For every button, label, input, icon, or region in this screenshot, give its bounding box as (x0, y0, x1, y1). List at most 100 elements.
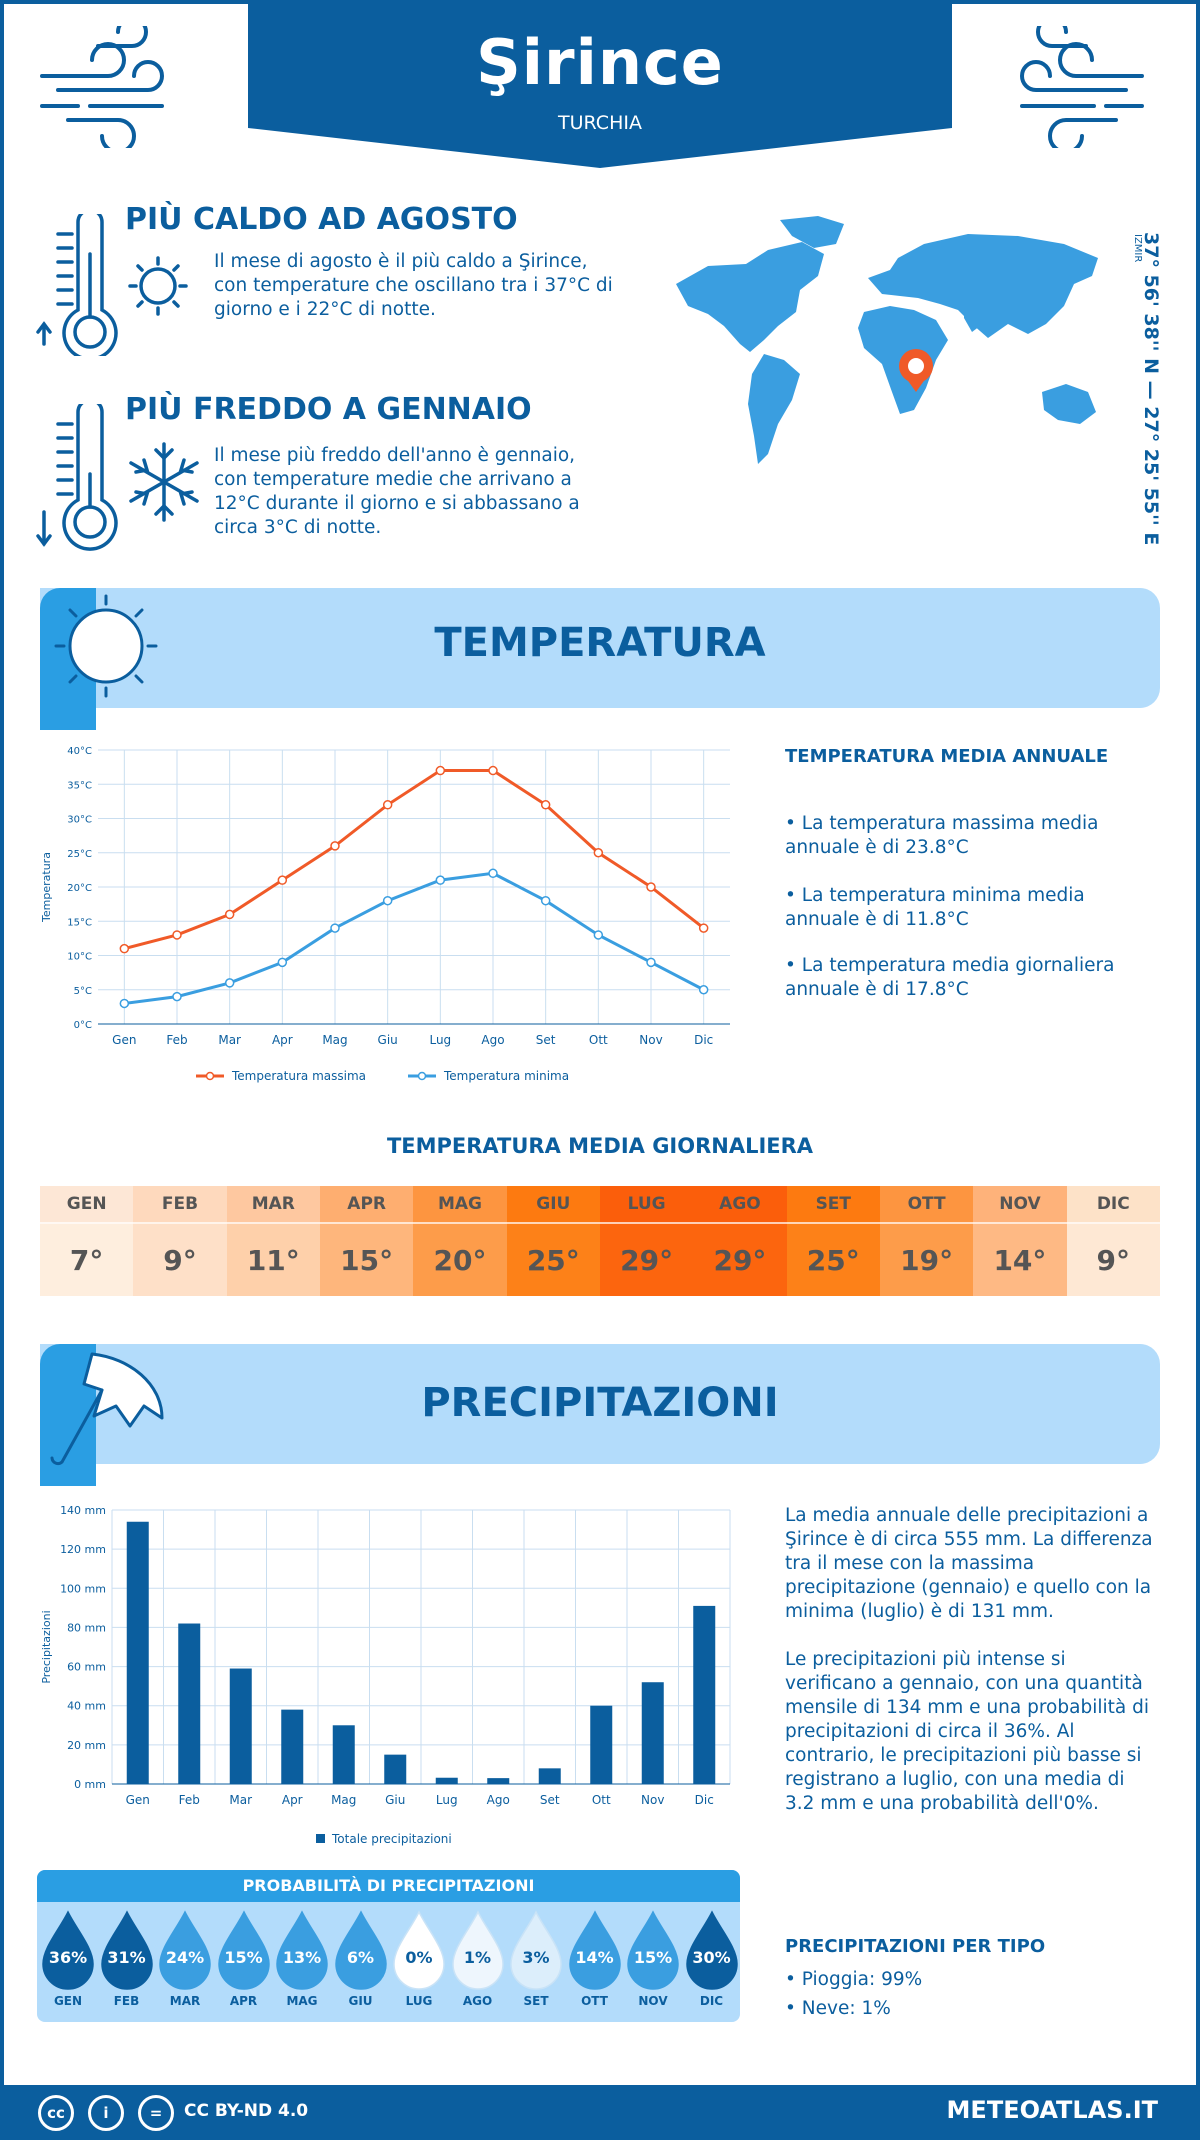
daily-temp-value: 14° (973, 1224, 1067, 1296)
x-tick-label: Giu (378, 1033, 398, 1047)
region-label: IZMIR (1132, 234, 1143, 263)
probability-month: MAR (169, 1994, 201, 2008)
daily-temp-value: 9° (1066, 1224, 1160, 1296)
x-tick-label: Apr (282, 1793, 303, 1807)
noderivs-icon: = (138, 2095, 174, 2131)
y-tick-label: 10°C (67, 952, 92, 963)
y-axis-label: Precipitazioni (40, 1610, 53, 1683)
probability-drop: 30% DIC (685, 1910, 739, 2010)
data-point (698, 985, 709, 995)
raindrop-icon (276, 1910, 328, 1990)
x-tick-label: Feb (179, 1793, 200, 1807)
data-point (382, 895, 393, 906)
world-map (676, 216, 1098, 464)
x-tick-label: Mag (322, 1033, 347, 1047)
x-tick-label: Feb (166, 1033, 187, 1047)
y-tick-label: 100 mm (60, 1582, 106, 1595)
daily-month-label: NOV (973, 1186, 1067, 1224)
data-point (277, 875, 288, 885)
probability-drop: 13% MAG (275, 1910, 329, 2010)
header-banner (248, 0, 952, 168)
precip-type-rain: • Pioggia: 99% (785, 1969, 923, 1990)
daily-month-label: AGO (693, 1186, 787, 1224)
x-tick-label: Giu (385, 1793, 405, 1807)
data-point (488, 765, 498, 776)
daily-month-label: GIU (506, 1186, 600, 1224)
raindrop-icon (100, 1910, 153, 1990)
legend-label: Temperatura massima (231, 1069, 366, 1083)
precipitation-chart: 0 mm 20 mm 40 mm 60 mm 80 mm 100 mm 120 mm 140 … (40, 1504, 731, 1846)
x-tick-label: Ott (592, 1793, 611, 1807)
daily-month-label: MAR (226, 1186, 320, 1224)
y-tick-label: 15°C (67, 917, 92, 928)
probability-month: DIC (699, 1994, 724, 2008)
series-line-1 (124, 871, 705, 1005)
precip-detail-text: Le precipitazioni più intense si verific… (785, 1649, 1149, 1814)
bar (435, 1777, 458, 1784)
y-tick-label: 30°C (67, 815, 92, 826)
probability-value: 15% (224, 1948, 263, 1967)
license-label: CC BY-ND 4.0 (184, 2101, 309, 2121)
data-point (119, 998, 130, 1009)
x-tick-label: Ago (481, 1033, 504, 1047)
data-point (540, 800, 551, 810)
location-pin-icon (899, 349, 933, 392)
daily-temp-value: 20° (413, 1224, 507, 1296)
x-tick-label: Set (536, 1033, 556, 1047)
bar (178, 1623, 201, 1784)
raindrop-icon (393, 1910, 445, 1990)
y-tick-label: 40°C (67, 746, 92, 757)
probability-drop: 15% NOV (626, 1910, 680, 2010)
x-tick-label: Gen (126, 1793, 150, 1807)
daily-temp-cell: GIU 25° (506, 1186, 600, 1296)
x-tick-label: Apr (272, 1033, 293, 1047)
y-tick-label: 20 mm (67, 1739, 106, 1752)
coordinates: 37° 56' 38'' N — 27° 25' 55'' E (1140, 232, 1162, 546)
daily-temp-cell: FEB 9° (133, 1186, 227, 1296)
data-point (593, 848, 604, 858)
precip-type-snow: • Neve: 1% (785, 1998, 891, 2019)
daily-temp-value: 15° (319, 1224, 414, 1296)
y-tick-label: 20°C (67, 883, 92, 894)
cold-title: PIÙ FREDDO A GENNAIO (125, 392, 532, 427)
daily-temp-cell: OTT 19° (879, 1186, 974, 1296)
raindrop-icon (627, 1910, 679, 1990)
raindrop-icon (217, 1910, 270, 1990)
probability-drop: 3% SET (509, 1910, 563, 2010)
x-tick-label: Lug (436, 1793, 458, 1807)
site-link[interactable]: METEOATLAS.IT (946, 2096, 1158, 2124)
legend-label: Temperatura minima (443, 1069, 569, 1083)
probability-month: GIU (348, 1994, 373, 2008)
daily-temp-value: 9° (133, 1224, 227, 1296)
probability-drop: 6% GIU (334, 1910, 388, 2010)
probability-value: 15% (633, 1948, 673, 1967)
daily-temp-value: 7° (40, 1224, 134, 1296)
annual-temp-bullet-mean: • La temperatura media giornaliera annua… (785, 955, 1115, 1000)
daily-temp-cell: SET 25° (786, 1186, 880, 1296)
annual-temp-title: TEMPERATURA MEDIA ANNUALE (785, 746, 1109, 767)
legend-label: Totale precipitazioni (331, 1832, 452, 1846)
probability-title: PROBABILITÀ DI PRECIPITAZIONI (37, 1870, 740, 1902)
daily-temp-table: GEN 7° FEB 9° MAR 11° APR 15° MAG 20° GIU 25° LUG 29°… (40, 1186, 1160, 1296)
daily-temp-cell: AGO 29° (693, 1186, 787, 1296)
probability-value: 30% (692, 1948, 731, 1967)
daily-month-label: SET (786, 1186, 880, 1224)
data-point (330, 841, 340, 851)
probability-month: MAG (286, 1994, 318, 2008)
probability-drop: 14% OTT (568, 1910, 622, 2010)
x-tick-label: Ott (589, 1033, 608, 1047)
daily-temp-cell: GEN 7° (40, 1186, 134, 1296)
thermometer-cold-icon (36, 404, 199, 551)
probability-value: 6% (346, 1948, 375, 1967)
daily-temp-value: 29° (599, 1224, 694, 1296)
y-tick-label: 80 mm (67, 1621, 106, 1634)
probability-drop: 1% AGO (451, 1910, 505, 2010)
y-tick-label: 140 mm (60, 1504, 106, 1517)
daily-temp-cell: LUG 29° (599, 1186, 694, 1296)
probability-value: 1% (463, 1948, 492, 1967)
x-tick-label: Gen (112, 1033, 136, 1047)
probability-drop: 15% APR (217, 1910, 271, 2010)
y-tick-label: 0°C (74, 1020, 92, 1031)
data-point (382, 800, 393, 810)
probability-value: 3% (522, 1948, 550, 1967)
